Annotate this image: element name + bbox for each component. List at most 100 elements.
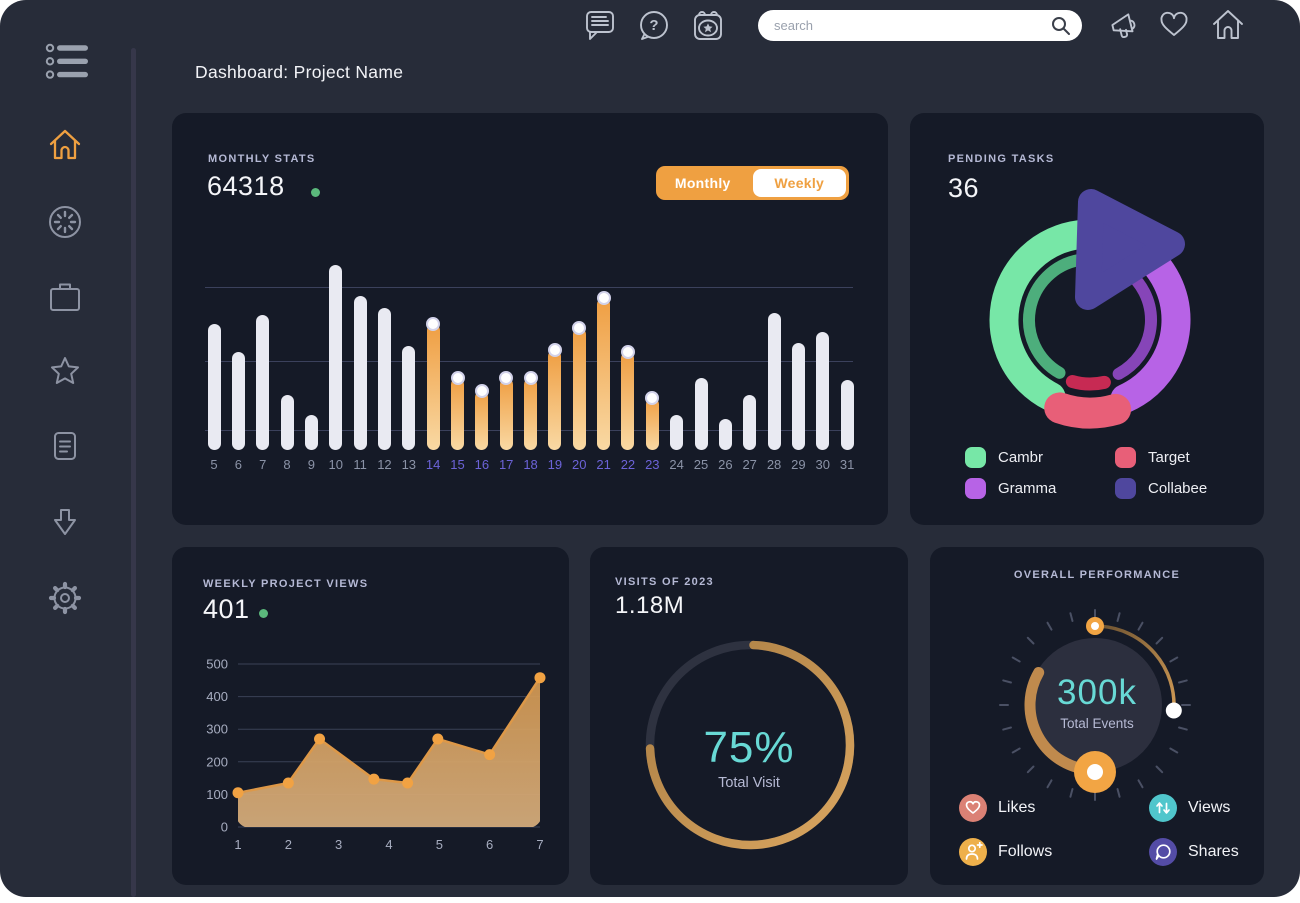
- bar-day-31: [840, 379, 854, 450]
- bar-day-12: [377, 307, 391, 450]
- gauge-tick: [1002, 726, 1012, 731]
- card-title: WEEKLY PROJECT VIEWS: [203, 578, 369, 590]
- sidebar-item-downloads[interactable]: [41, 499, 89, 547]
- help-icon[interactable]: ?: [634, 6, 674, 46]
- toggle-weekly-button[interactable]: Weekly: [752, 169, 846, 197]
- performance-legend: Likes Views Follows Shares: [959, 794, 1265, 866]
- card-title: MONTHLY STATS: [208, 153, 316, 165]
- legend-item-likes: Likes: [959, 794, 1149, 822]
- sidebar-item-notes[interactable]: [41, 422, 89, 470]
- gauge-knob-dot: [1087, 764, 1103, 780]
- legend-item-gramma: Gramma: [965, 478, 1115, 499]
- notes-icon: [54, 432, 76, 460]
- gear-icon: [48, 581, 82, 615]
- sidebar-divider: [131, 48, 136, 897]
- gauge-start-dot: [1086, 617, 1104, 635]
- x-tick-label: 6: [234, 457, 242, 472]
- data-point: [402, 777, 414, 789]
- bar-day-11: [353, 296, 367, 450]
- data-point: [282, 777, 294, 789]
- gridline: [205, 361, 853, 363]
- x-tick-label: 20: [572, 457, 587, 472]
- x-tick-label: 9: [307, 457, 315, 472]
- search-icon[interactable]: [1048, 13, 1074, 44]
- x-tick-label: 29: [791, 457, 806, 472]
- visits-progress-ring: [645, 640, 855, 850]
- gridline: [205, 287, 853, 289]
- data-point: [432, 733, 444, 745]
- y-tick-label: 100: [206, 787, 228, 802]
- x-tick-label: 4: [385, 837, 392, 852]
- sidebar-item-timer[interactable]: [41, 198, 89, 246]
- bar-marker: [499, 370, 514, 385]
- timer-icon: [49, 206, 81, 238]
- megaphone-icon[interactable]: [1105, 6, 1145, 46]
- home-icon[interactable]: [1208, 6, 1248, 46]
- card-title: VISITS OF 2023: [615, 576, 714, 588]
- pending-tasks-value: 36: [948, 173, 980, 203]
- pending-tasks-card: PENDING TASKS 36 Cambr Target Gramma Collab…: [910, 113, 1264, 525]
- heart-icon[interactable]: [1154, 6, 1194, 46]
- legend-label: Views: [1188, 799, 1231, 816]
- weekly-views-area-chart: 0 100 200 300 400 500 1 2 3 4 5 6 7: [206, 657, 546, 852]
- gauge-tick: [1155, 765, 1164, 774]
- svg-text:?: ?: [649, 17, 658, 34]
- chat-bubble-icon: [1149, 838, 1177, 866]
- gauge-tick: [1178, 726, 1188, 731]
- calendar-event-icon[interactable]: [688, 6, 728, 46]
- y-tick-label: 300: [206, 722, 228, 737]
- legend-swatch: [1115, 447, 1136, 468]
- x-tick-label: 1: [234, 837, 241, 852]
- bar-day-13: [402, 346, 416, 450]
- gauge-tick: [1169, 656, 1179, 663]
- bar-marker: [596, 291, 611, 306]
- data-point: [368, 773, 380, 785]
- visits-sublabel: Total Visit: [718, 775, 780, 791]
- chat-icon[interactable]: [580, 6, 620, 46]
- legend-item-collabee: Collabee: [1115, 478, 1227, 499]
- legend-label: Shares: [1188, 843, 1239, 860]
- x-tick-label: 7: [259, 457, 267, 472]
- arrows-up-down-icon: [1149, 794, 1177, 822]
- bar-day-8: [280, 394, 294, 450]
- gauge-tick: [1011, 747, 1021, 754]
- donut-segment-target: [1044, 392, 1132, 429]
- status-dot: [259, 609, 268, 618]
- sidebar-item-home[interactable]: [41, 121, 89, 169]
- legend-label: Cambr: [998, 449, 1044, 466]
- menu-icon[interactable]: [44, 42, 92, 80]
- bar-day-26: [718, 418, 732, 450]
- bar-marker: [645, 391, 660, 406]
- x-tick-label: 5: [436, 837, 443, 852]
- x-tick-label: 3: [335, 837, 342, 852]
- toggle-monthly-button[interactable]: Monthly: [674, 175, 731, 191]
- y-tick-label: 500: [206, 657, 228, 672]
- sidebar-item-projects[interactable]: [41, 273, 89, 321]
- x-tick-label: 6: [486, 837, 493, 852]
- legend-label: Follows: [998, 843, 1053, 860]
- gauge-face: [1028, 638, 1162, 772]
- bar-day-24: [670, 414, 684, 450]
- legend-label: Collabee: [1148, 480, 1208, 497]
- x-tick-label: 24: [669, 457, 684, 472]
- x-tick-label: 12: [377, 457, 392, 472]
- x-tick-label: 16: [474, 457, 490, 472]
- visits-value: 1.18M: [615, 592, 685, 619]
- legend-item-target: Target: [1115, 447, 1227, 468]
- legend-label: Likes: [998, 799, 1036, 816]
- x-tick-label: 21: [596, 457, 611, 472]
- bar-marker: [450, 370, 465, 385]
- visits-percent: 75%: [703, 723, 795, 772]
- x-tick-label: 27: [742, 457, 757, 472]
- bar-marker: [474, 383, 489, 398]
- bar-day-6: [231, 351, 245, 450]
- sidebar-item-favorites[interactable]: [41, 348, 89, 396]
- bar-day-21: [597, 298, 611, 450]
- search-input[interactable]: [758, 10, 1082, 41]
- legend-item-follows: Follows: [959, 838, 1149, 866]
- x-tick-label: 18: [523, 457, 538, 472]
- performance-card: OVERALL PERFORMANCE 300k Total Events Li…: [930, 547, 1264, 885]
- sidebar-item-settings[interactable]: [41, 574, 89, 622]
- area-fill: [238, 677, 540, 827]
- card-title: PENDING TASKS: [948, 153, 1055, 165]
